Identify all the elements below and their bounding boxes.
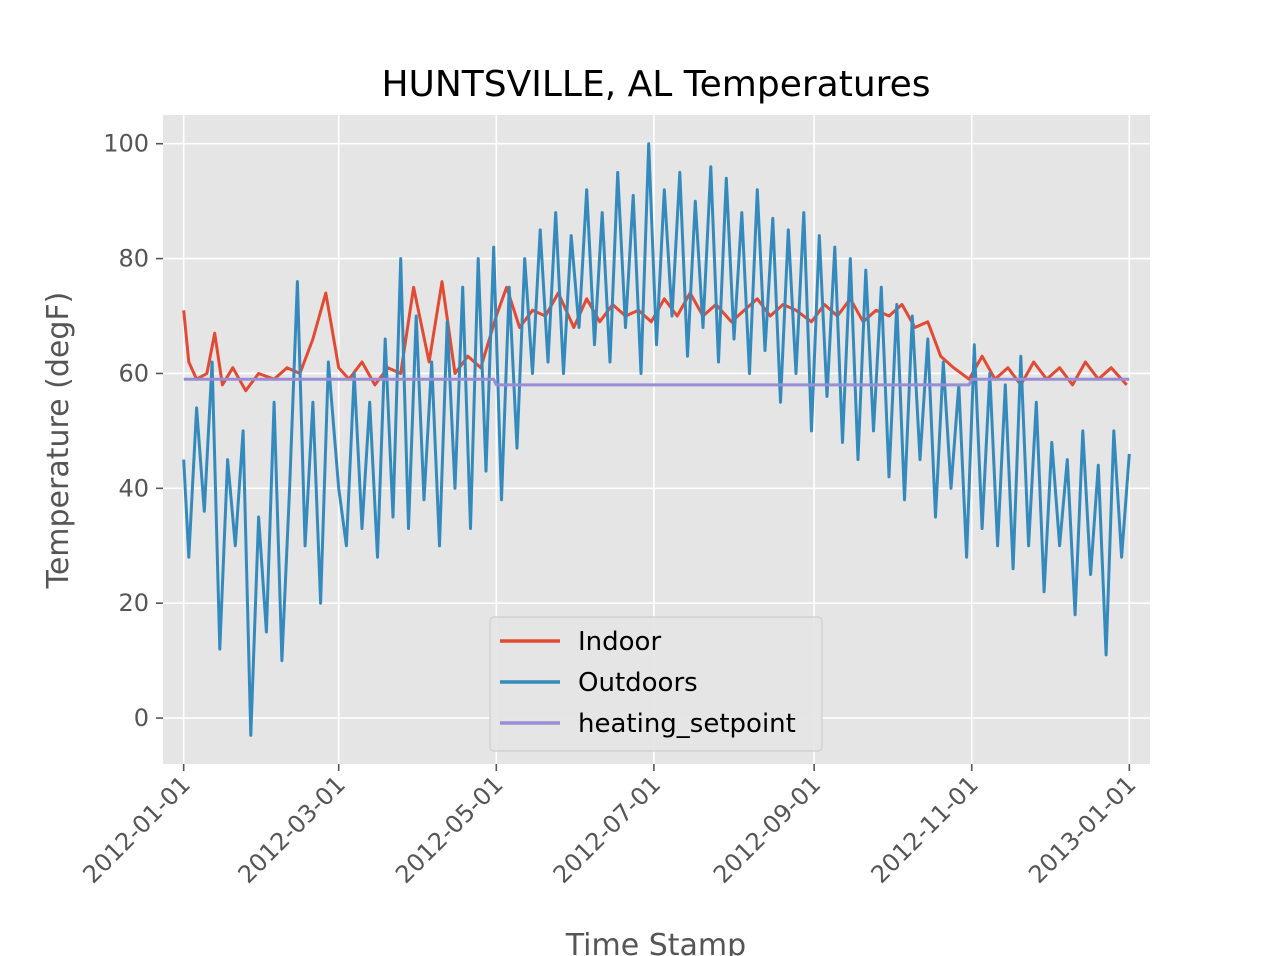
y-tick-label: 80	[118, 245, 149, 273]
x-tick-label: 2012-11-01	[866, 770, 984, 888]
series-line-outdoors	[182, 142, 1131, 737]
x-tick-label: 2012-05-01	[390, 770, 508, 888]
chart-title: HUNTSVILLE, AL Temperatures	[381, 64, 930, 105]
legend-label-heating-setpoint: heating_setpoint	[578, 709, 796, 739]
y-tick-label: 100	[103, 130, 149, 158]
y-tick-label: 60	[118, 359, 149, 387]
y-tick-label: 20	[118, 589, 149, 617]
x-axis-label: Time Stamp	[565, 928, 746, 956]
legend: Indoor Outdoors heating_setpoint	[489, 616, 823, 752]
y-axis-label: Temperature (degF)	[41, 292, 76, 590]
x-tick-label: 2012-01-01	[77, 770, 195, 888]
y-tick-label: 0	[134, 704, 149, 732]
x-tick-label: 2012-07-01	[548, 770, 666, 888]
legend-label-indoor: Indoor	[578, 627, 661, 657]
x-tick-label: 2012-09-01	[708, 770, 826, 888]
series-line-heating-setpoint	[183, 377, 1130, 387]
series-layer	[182, 142, 1131, 737]
legend-box	[489, 616, 823, 752]
x-tick-label: 2012-03-01	[233, 770, 351, 888]
y-tick-label: 40	[118, 474, 149, 502]
x-tick-label: 2013-01-01	[1023, 770, 1141, 888]
legend-label-outdoors: Outdoors	[578, 668, 698, 698]
